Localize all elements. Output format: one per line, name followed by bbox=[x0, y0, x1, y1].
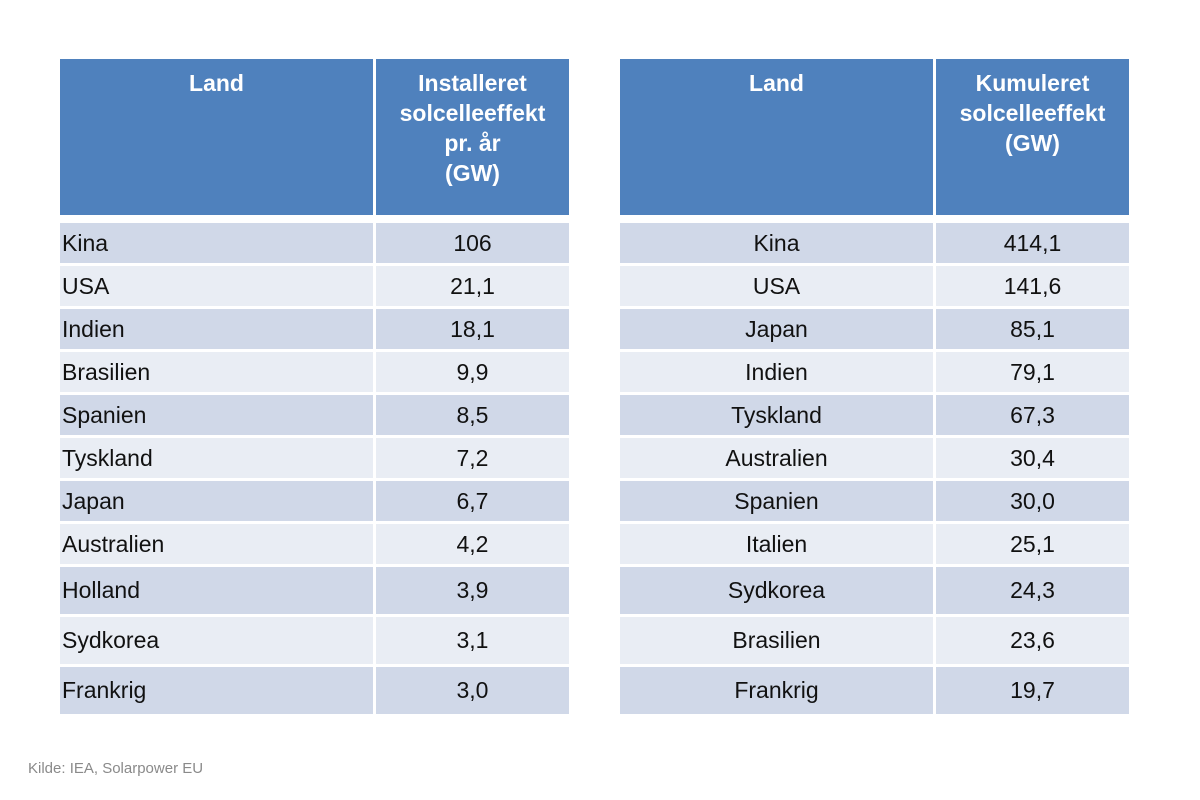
value-cell: 23,6 bbox=[933, 617, 1129, 667]
country-cell: Sydkorea bbox=[60, 617, 373, 667]
country-cell: USA bbox=[620, 266, 933, 309]
value-cell: 9,9 bbox=[373, 352, 569, 395]
country-cell: Australien bbox=[60, 524, 373, 567]
table-row: Australien 4,2 bbox=[60, 524, 569, 567]
value-cell: 3,0 bbox=[373, 667, 569, 717]
table-row: Holland 3,9 bbox=[60, 567, 569, 617]
header-line: solcelleeffekt bbox=[959, 100, 1106, 126]
table-row: Kina 106 bbox=[60, 223, 569, 266]
header-line: pr. år bbox=[444, 130, 501, 156]
table-row: Indien 18,1 bbox=[60, 309, 569, 352]
country-cell: Spanien bbox=[60, 395, 373, 438]
country-cell: Sydkorea bbox=[620, 567, 933, 617]
table-row: Indien 79,1 bbox=[620, 352, 1129, 395]
header-row: Land Kumuleret solcelleeffekt (GW) bbox=[620, 59, 1129, 223]
cumulative-capacity-table: Land Kumuleret solcelleeffekt (GW) Kina 4… bbox=[620, 59, 1129, 717]
value-cell: 19,7 bbox=[933, 667, 1129, 717]
installed-capacity-table: Land Installeret solcelleeffekt pr. år (… bbox=[60, 59, 569, 717]
header-cumulative-capacity: Kumuleret solcelleeffekt (GW) bbox=[933, 59, 1129, 223]
value-cell: 4,2 bbox=[373, 524, 569, 567]
country-cell: Brasilien bbox=[620, 617, 933, 667]
table-row: Japan 6,7 bbox=[60, 481, 569, 524]
country-cell: Indien bbox=[620, 352, 933, 395]
table-row: Frankrig 19,7 bbox=[620, 667, 1129, 717]
header-country-label: Land bbox=[749, 70, 804, 96]
table-body: Kina 414,1 USA 141,6 Japan 85,1 Indien 79,1 Tysk… bbox=[620, 223, 1129, 717]
value-cell: 106 bbox=[373, 223, 569, 266]
country-cell: USA bbox=[60, 266, 373, 309]
table-row: Japan 85,1 bbox=[620, 309, 1129, 352]
table-row: Tyskland 7,2 bbox=[60, 438, 569, 481]
value-cell: 18,1 bbox=[373, 309, 569, 352]
table-row: Tyskland 67,3 bbox=[620, 395, 1129, 438]
value-cell: 3,1 bbox=[373, 617, 569, 667]
country-cell: Frankrig bbox=[60, 667, 373, 717]
value-cell: 3,9 bbox=[373, 567, 569, 617]
value-cell: 21,1 bbox=[373, 266, 569, 309]
table-row: Spanien 30,0 bbox=[620, 481, 1129, 524]
value-cell: 414,1 bbox=[933, 223, 1129, 266]
table-row: Brasilien 9,9 bbox=[60, 352, 569, 395]
country-cell: Australien bbox=[620, 438, 933, 481]
country-cell: Indien bbox=[60, 309, 373, 352]
country-cell: Japan bbox=[60, 481, 373, 524]
table-row: Spanien 8,5 bbox=[60, 395, 569, 438]
header-country: Land bbox=[60, 59, 373, 223]
value-cell: 67,3 bbox=[933, 395, 1129, 438]
value-cell: 7,2 bbox=[373, 438, 569, 481]
header-line: solcelleeffekt bbox=[399, 100, 546, 126]
table-row: Brasilien 23,6 bbox=[620, 617, 1129, 667]
value-cell: 79,1 bbox=[933, 352, 1129, 395]
table-row: Australien 30,4 bbox=[620, 438, 1129, 481]
header-line: Kumuleret bbox=[975, 70, 1090, 96]
country-cell: Kina bbox=[620, 223, 933, 266]
country-cell: Kina bbox=[60, 223, 373, 266]
value-cell: 30,0 bbox=[933, 481, 1129, 524]
value-cell: 141,6 bbox=[933, 266, 1129, 309]
country-cell: Frankrig bbox=[620, 667, 933, 717]
source-note: Kilde: IEA, Solarpower EU bbox=[28, 760, 204, 777]
value-cell: 30,4 bbox=[933, 438, 1129, 481]
country-cell: Spanien bbox=[620, 481, 933, 524]
value-cell: 25,1 bbox=[933, 524, 1129, 567]
table-row: Italien 25,1 bbox=[620, 524, 1129, 567]
header-line: Installeret bbox=[418, 70, 527, 96]
value-cell: 85,1 bbox=[933, 309, 1129, 352]
header-line: (GW) bbox=[1005, 130, 1060, 156]
table-body: Kina 106 USA 21,1 Indien 18,1 Brasilien 9,9 Span… bbox=[60, 223, 569, 717]
header-installed-capacity: Installeret solcelleeffekt pr. år (GW) bbox=[373, 59, 569, 223]
value-cell: 24,3 bbox=[933, 567, 1129, 617]
country-cell: Japan bbox=[620, 309, 933, 352]
header-line: (GW) bbox=[445, 160, 500, 186]
country-cell: Tyskland bbox=[60, 438, 373, 481]
table-row: USA 21,1 bbox=[60, 266, 569, 309]
table-row: Sydkorea 24,3 bbox=[620, 567, 1129, 617]
table-row: Frankrig 3,0 bbox=[60, 667, 569, 717]
value-cell: 6,7 bbox=[373, 481, 569, 524]
table-row: Sydkorea 3,1 bbox=[60, 617, 569, 667]
country-cell: Brasilien bbox=[60, 352, 373, 395]
country-cell: Holland bbox=[60, 567, 373, 617]
country-cell: Italien bbox=[620, 524, 933, 567]
header-row: Land Installeret solcelleeffekt pr. år (… bbox=[60, 59, 569, 223]
country-cell: Tyskland bbox=[620, 395, 933, 438]
header-country: Land bbox=[620, 59, 933, 223]
header-country-label: Land bbox=[189, 70, 244, 96]
table-row: USA 141,6 bbox=[620, 266, 1129, 309]
table-row: Kina 414,1 bbox=[620, 223, 1129, 266]
value-cell: 8,5 bbox=[373, 395, 569, 438]
